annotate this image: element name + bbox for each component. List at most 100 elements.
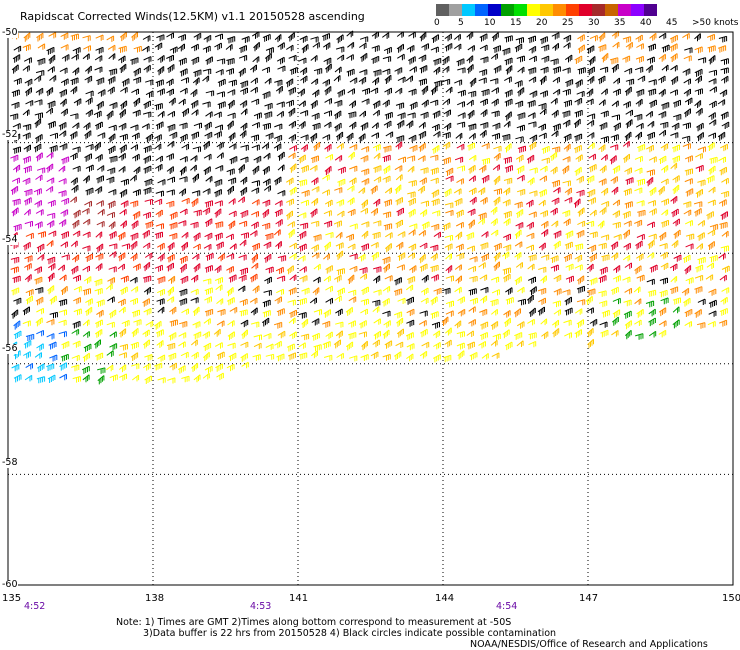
wind-barb xyxy=(213,130,222,139)
wind-barb xyxy=(349,144,358,151)
wind-barb xyxy=(694,68,703,77)
wind-barb xyxy=(227,99,235,109)
wind-barb xyxy=(193,331,202,340)
wind-barb xyxy=(517,87,525,97)
wind-barb xyxy=(636,233,645,241)
wind-barb xyxy=(634,265,642,275)
wind-barb xyxy=(529,286,537,296)
wind-barb xyxy=(227,177,237,185)
wind-barb xyxy=(552,300,561,308)
wind-barb xyxy=(480,242,489,250)
wind-barb xyxy=(492,164,500,171)
wind-barb xyxy=(708,299,717,308)
wind-barb xyxy=(721,121,730,129)
wind-barb xyxy=(226,168,235,176)
wind-barb xyxy=(658,111,667,119)
wind-barb xyxy=(169,46,178,54)
wind-barb xyxy=(514,80,523,88)
wind-barb xyxy=(277,42,285,50)
wind-barb xyxy=(418,130,427,140)
wind-barb xyxy=(48,341,57,350)
wind-barb xyxy=(490,339,498,347)
wind-barb xyxy=(190,43,199,52)
wind-barb xyxy=(46,163,54,173)
wind-barb xyxy=(11,287,20,296)
wind-barb xyxy=(143,145,152,153)
wind-barb xyxy=(456,252,465,260)
wind-barb xyxy=(249,273,258,283)
wind-barb xyxy=(394,311,403,319)
wind-barb xyxy=(263,289,272,296)
wind-barb xyxy=(58,309,67,316)
wind-barb xyxy=(239,130,247,139)
wind-barb xyxy=(527,35,536,44)
wind-barb xyxy=(73,209,81,219)
wind-barb xyxy=(169,362,177,371)
wind-barb xyxy=(455,231,463,240)
wind-barb xyxy=(240,176,248,185)
wind-barb xyxy=(23,57,32,64)
wind-barb xyxy=(96,200,104,207)
wind-barb xyxy=(625,41,633,50)
wind-barb xyxy=(528,76,537,83)
wind-barb xyxy=(634,167,643,174)
lat-label-52: -52 xyxy=(2,129,18,140)
wind-barb xyxy=(333,75,341,82)
wind-barb xyxy=(490,218,498,226)
wind-barb xyxy=(395,196,403,206)
wind-barb xyxy=(167,63,175,73)
wind-barb xyxy=(312,41,320,49)
wind-barb xyxy=(574,329,582,338)
wind-barb xyxy=(109,331,117,338)
wind-barb xyxy=(599,266,608,275)
wind-barb xyxy=(695,164,704,172)
wind-barb xyxy=(407,252,415,260)
wind-barb xyxy=(720,67,729,74)
wind-barb xyxy=(469,196,477,205)
wind-barb xyxy=(540,254,550,261)
wind-barb xyxy=(516,340,524,347)
wind-barb xyxy=(217,308,226,316)
wind-barb xyxy=(597,75,606,85)
wind-barb xyxy=(131,363,140,370)
wind-barb xyxy=(552,66,561,74)
wind-barb xyxy=(623,188,632,196)
wind-barb xyxy=(129,200,139,208)
wind-barb xyxy=(154,264,163,272)
wind-barb xyxy=(361,168,370,176)
wind-barb xyxy=(576,285,585,294)
wind-barb xyxy=(585,220,595,227)
wind-barb xyxy=(550,97,558,105)
wind-barb xyxy=(289,253,297,260)
wind-barb xyxy=(418,121,426,129)
wind-barb xyxy=(310,99,318,109)
wind-barb xyxy=(405,332,414,341)
wind-barb xyxy=(349,177,357,185)
wind-barb xyxy=(25,288,34,296)
wind-barb xyxy=(576,229,585,239)
wind-barb xyxy=(107,296,115,303)
wind-barb xyxy=(563,143,571,152)
wind-barb xyxy=(648,330,657,338)
wind-barb xyxy=(491,352,500,359)
note-line-1: Note: 1) Times are GMT 2)Times along bot… xyxy=(116,617,512,628)
wind-barb xyxy=(349,121,357,130)
wind-barb xyxy=(251,253,258,264)
wind-barb xyxy=(37,231,46,238)
wind-barb xyxy=(286,44,294,52)
wind-barb xyxy=(131,327,139,338)
wind-barb xyxy=(479,295,488,304)
wind-barb xyxy=(216,152,224,159)
wind-barb xyxy=(276,288,284,296)
wind-barb xyxy=(479,274,488,281)
wind-barb xyxy=(336,268,345,276)
wind-barb xyxy=(277,65,286,72)
wind-barb xyxy=(58,319,67,326)
wind-barb xyxy=(313,263,321,271)
wind-barb xyxy=(47,100,56,109)
wind-barb xyxy=(348,296,357,303)
wind-barb xyxy=(241,361,249,369)
wind-barb xyxy=(202,68,212,75)
wind-barb xyxy=(142,45,150,53)
wind-barb xyxy=(81,207,90,215)
